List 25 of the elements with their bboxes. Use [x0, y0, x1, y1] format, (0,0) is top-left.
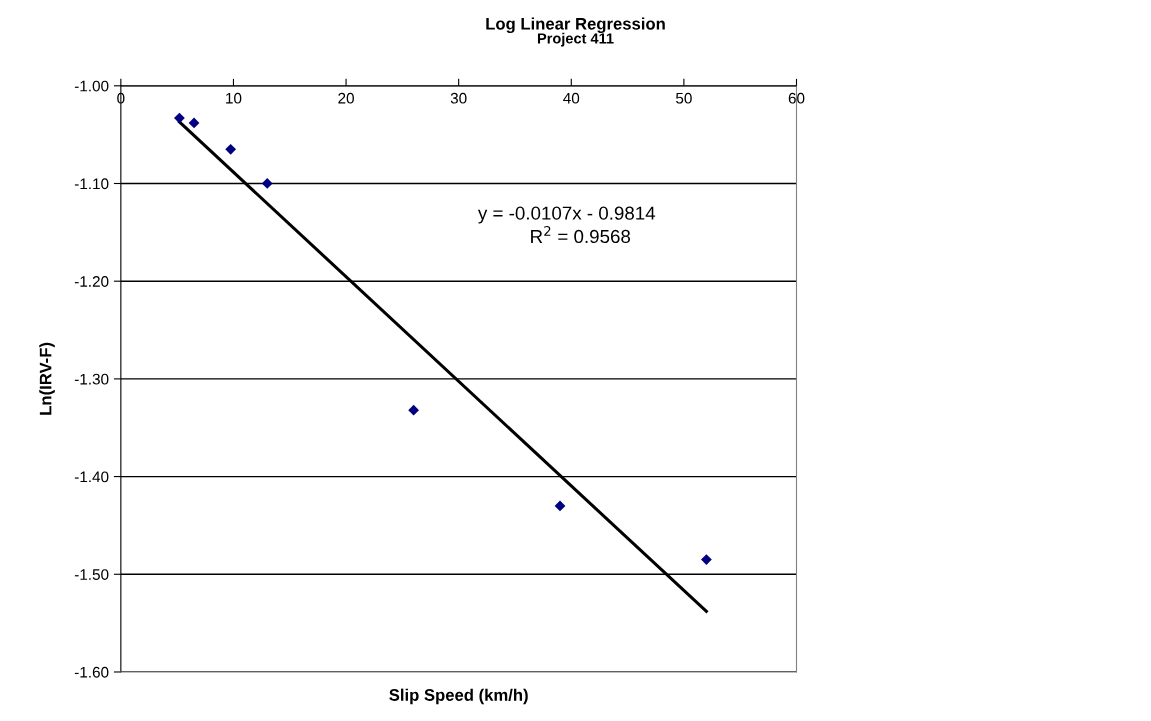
- point: [554, 500, 566, 512]
- annotation: y = -0.0107x - 0.9814: [477, 206, 656, 224]
- x-tick-label: 30: [450, 92, 467, 104]
- x-tick-label: 60: [788, 92, 805, 104]
- point: [261, 178, 273, 189]
- point: [408, 404, 420, 416]
- x-tick-label: 50: [676, 92, 692, 104]
- point: [174, 112, 185, 124]
- x-tick-label: 40: [563, 92, 580, 104]
- y-tick-label: -1.10: [74, 178, 109, 190]
- y-axis-title: Ln(IRV-F): [39, 342, 55, 415]
- point: [188, 117, 200, 129]
- y-tick-label: -1.00: [74, 80, 109, 92]
- x-tick-label: 10: [226, 92, 242, 104]
- y-tick-label: -1.20: [74, 276, 109, 287]
- x-axis-title: Slip Speed (km/h): [389, 688, 528, 705]
- y-tick-label: -1.30: [74, 373, 109, 385]
- point: [701, 554, 712, 565]
- x-tick-label: 20: [338, 92, 354, 104]
- point: [225, 143, 237, 155]
- chart-subtitle: Project 411: [537, 32, 614, 47]
- y-tick-label: -1.60: [74, 666, 109, 678]
- y-tick-label: -1.50: [74, 569, 109, 580]
- annotation: R$^{2}$ = 0.9568: [531, 225, 631, 244]
- y-tick-label: -1.40: [74, 471, 109, 483]
